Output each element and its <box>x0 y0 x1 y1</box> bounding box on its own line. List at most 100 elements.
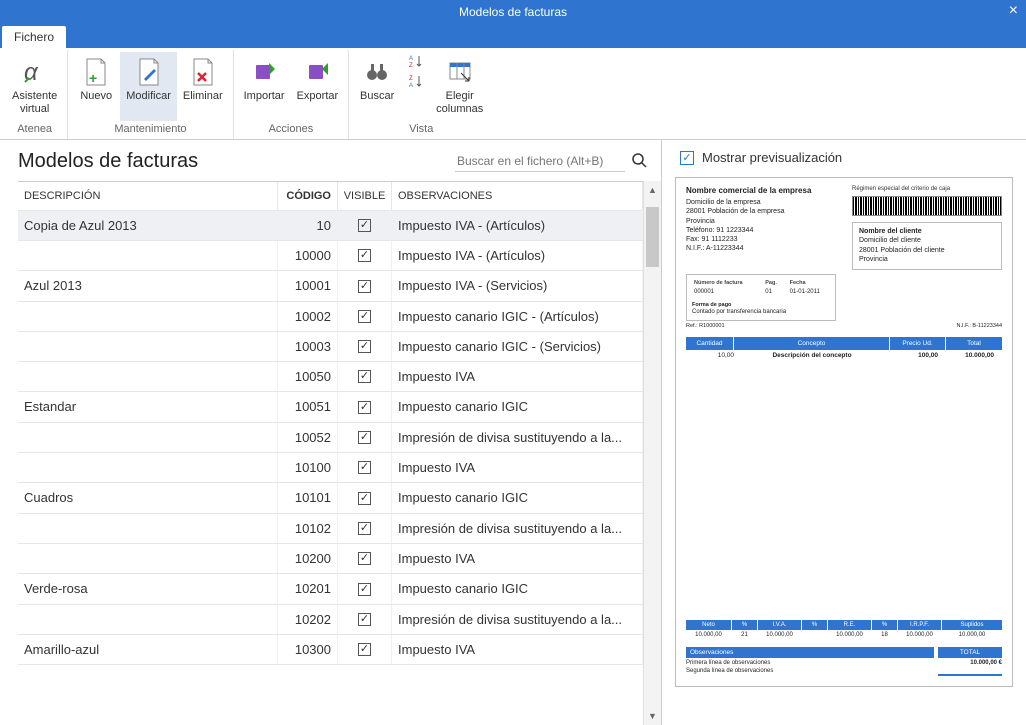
preview-company: Nombre comercial de la empresa Domicilio… <box>686 186 811 270</box>
cell-codigo: 10 <box>278 211 338 240</box>
cell-codigo: 10200 <box>278 544 338 573</box>
table-row[interactable]: 10000Impuesto IVA - (Artículos) <box>18 241 643 271</box>
show-preview-checkbox[interactable]: Mostrar previsualización <box>680 150 1014 165</box>
scroll-down-icon[interactable]: ▼ <box>644 707 661 725</box>
svg-text:A: A <box>409 83 413 88</box>
asistente-button[interactable]: α Asistente virtual <box>6 52 63 121</box>
table-row[interactable]: Azul 201310001Impuesto IVA - (Servicios) <box>18 271 643 302</box>
col-codigo[interactable]: CÓDIGO <box>278 182 338 210</box>
scrollbar[interactable]: ▲ ▼ <box>643 181 661 725</box>
cell-descripcion <box>18 544 278 573</box>
cell-observaciones: Impuesto canario IGIC <box>392 483 643 513</box>
preview-regime: Régimen especial del criterio de caja <box>852 186 1002 192</box>
edit-doc-icon <box>133 56 165 88</box>
cell-visible[interactable] <box>338 362 392 391</box>
importar-button[interactable]: Importar <box>238 52 291 121</box>
cell-visible[interactable] <box>338 453 392 482</box>
alpha-icon: α <box>19 56 51 88</box>
cell-descripcion: Copia de Azul 2013 <box>18 211 278 240</box>
cell-observaciones: Impuesto IVA <box>392 635 643 664</box>
cell-visible[interactable] <box>338 392 392 422</box>
export-icon <box>301 56 333 88</box>
close-icon[interactable]: × <box>1009 2 1018 20</box>
cell-descripcion: Verde-rosa <box>18 574 278 604</box>
table-row[interactable]: 10200 Impuesto IVA <box>18 544 643 574</box>
cell-descripcion <box>18 302 278 331</box>
cell-visible[interactable] <box>338 544 392 573</box>
cell-codigo: 10101 <box>278 483 338 513</box>
table-row[interactable]: 10003Impuesto canario IGIC - (Servicios) <box>18 332 643 362</box>
eliminar-button[interactable]: Eliminar <box>177 52 229 121</box>
cell-visible[interactable] <box>338 514 392 543</box>
table-row[interactable]: Verde-rosa10201Impuesto canario IGIC <box>18 574 643 605</box>
scroll-up-icon[interactable]: ▲ <box>644 181 661 199</box>
cell-visible[interactable] <box>338 423 392 452</box>
ribbon-group-mantenimiento: + Nuevo Modificar Eliminar Mantenimiento <box>68 50 233 139</box>
check-icon <box>358 249 371 262</box>
titlebar: Modelos de facturas × <box>0 0 1026 24</box>
table-row[interactable]: Cuadros10101Impuesto canario IGIC <box>18 483 643 514</box>
nuevo-button[interactable]: + Nuevo <box>72 52 120 121</box>
exportar-button[interactable]: Exportar <box>291 52 345 121</box>
search-input[interactable] <box>455 151 625 172</box>
scroll-thumb[interactable] <box>646 207 659 267</box>
svg-text:+: + <box>89 70 97 86</box>
check-icon <box>358 583 371 596</box>
cell-visible[interactable] <box>338 271 392 301</box>
check-icon <box>358 370 371 383</box>
cell-observaciones: Impuesto IVA <box>392 362 643 391</box>
list-pane: Modelos de facturas DESCRIPCIÓN CÓDIGO V… <box>0 140 662 725</box>
new-doc-icon: + <box>80 56 112 88</box>
check-icon <box>358 552 371 565</box>
cell-codigo: 10002 <box>278 302 338 331</box>
check-icon <box>358 401 371 414</box>
cell-visible[interactable] <box>338 241 392 270</box>
cell-observaciones: Impuesto IVA <box>392 544 643 573</box>
barcode-icon <box>852 196 1002 218</box>
table-row[interactable]: 10050Impuesto IVA <box>18 362 643 392</box>
preview-client: Nombre del cliente Domicilio del cliente… <box>852 222 1002 270</box>
table-row[interactable]: 10100Impuesto IVA <box>18 453 643 483</box>
cell-visible[interactable] <box>338 211 392 240</box>
models-table: DESCRIPCIÓN CÓDIGO VISIBLE OBSERVACIONES… <box>18 181 661 725</box>
sort-az-button[interactable]: AZ <box>405 52 430 70</box>
table-row[interactable]: Estandar10051Impuesto canario IGIC <box>18 392 643 423</box>
cell-observaciones: Impuesto canario IGIC <box>392 392 643 422</box>
cell-observaciones: Impuesto IVA - (Servicios) <box>392 271 643 301</box>
cell-visible[interactable] <box>338 574 392 604</box>
cell-descripcion <box>18 423 278 452</box>
cell-visible[interactable] <box>338 605 392 634</box>
col-observaciones[interactable]: OBSERVACIONES <box>392 182 643 210</box>
col-visible[interactable]: VISIBLE <box>338 182 392 210</box>
table-row[interactable]: 10202Impresión de divisa sustituyendo a … <box>18 605 643 635</box>
table-row[interactable]: 10002 Impuesto canario IGIC - (Artículos) <box>18 302 643 332</box>
cell-codigo: 10001 <box>278 271 338 301</box>
search-icon[interactable] <box>631 152 647 171</box>
cell-observaciones: Impuesto IVA - (Artículos) <box>392 211 643 240</box>
cell-observaciones: Impuesto canario IGIC - (Artículos) <box>392 302 643 331</box>
cell-descripcion <box>18 241 278 270</box>
cell-visible[interactable] <box>338 332 392 361</box>
sort-za-button[interactable]: ZA <box>405 72 430 90</box>
table-row[interactable]: 10052Impresión de divisa sustituyendo a … <box>18 423 643 453</box>
preview-meta: Número de facturaPag.Fecha 0000010101-01… <box>686 274 836 321</box>
modificar-button[interactable]: Modificar <box>120 52 177 121</box>
tab-fichero[interactable]: Fichero <box>2 26 66 48</box>
cell-visible[interactable] <box>338 635 392 664</box>
check-icon <box>358 643 371 656</box>
preview-ref: Ref.: R1000001N.I.F.: B-11223344 <box>686 323 1002 329</box>
table-row[interactable]: Amarillo-azul10300Impuesto IVA <box>18 635 643 665</box>
cell-descripcion <box>18 605 278 634</box>
binoculars-icon <box>361 56 393 88</box>
cell-descripcion <box>18 453 278 482</box>
cell-visible[interactable] <box>338 302 392 331</box>
elegir-columnas-button[interactable]: Elegir columnas <box>430 52 489 121</box>
check-icon <box>358 310 371 323</box>
col-descripcion[interactable]: DESCRIPCIÓN <box>18 182 278 210</box>
buscar-button[interactable]: Buscar <box>353 52 401 121</box>
table-row[interactable]: Copia de Azul 201310 Impuesto IVA - (Artí… <box>18 211 643 241</box>
check-icon <box>358 613 371 626</box>
cell-visible[interactable] <box>338 483 392 513</box>
invoice-preview: Nombre comercial de la empresa Domicilio… <box>675 177 1013 687</box>
table-row[interactable]: 10102Impresión de divisa sustituyendo a … <box>18 514 643 544</box>
